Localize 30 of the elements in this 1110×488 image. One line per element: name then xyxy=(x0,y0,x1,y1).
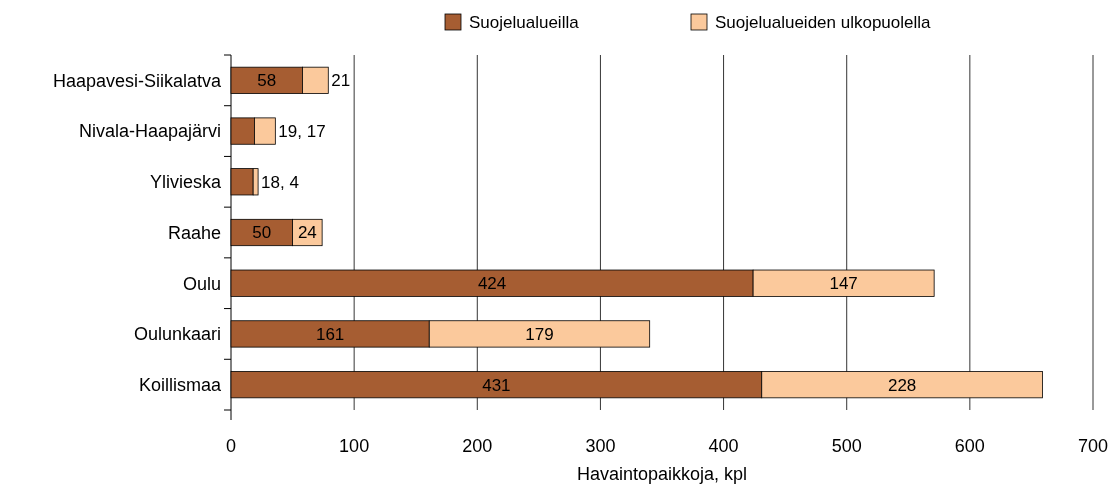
annotation: 18, 4 xyxy=(261,172,299,192)
data-label: 424 xyxy=(477,274,507,294)
legend-label: Suojelualueiden ulkopuolella xyxy=(715,12,932,32)
x-tick-label: 400 xyxy=(708,436,739,456)
x-tick-label: 300 xyxy=(585,436,616,456)
x-tick-label: 100 xyxy=(339,436,370,456)
y-tick-label: Koillismaa xyxy=(138,374,222,395)
x-tick-label: 600 xyxy=(954,436,985,456)
y-tick-label: Haapavesi-Siikalatva xyxy=(52,70,222,91)
data-label: 431 xyxy=(482,375,511,395)
y-tick-label: Nivala-Haapajärvi xyxy=(78,121,221,142)
data-label: 161 xyxy=(315,324,345,344)
annotation: 19, 17 xyxy=(278,122,326,142)
data-label: 179 xyxy=(525,324,554,344)
x-axis-title: Havaintopaikkoja, kpl xyxy=(576,464,748,484)
data-label: 21 xyxy=(331,71,351,91)
y-tick-label: Oulunkaari xyxy=(133,324,221,345)
data-label: 24 xyxy=(297,223,317,243)
y-tick-label: Raahe xyxy=(167,222,221,243)
data-label: 58 xyxy=(257,71,277,91)
data-label: 50 xyxy=(252,223,272,243)
x-tick-label: 0 xyxy=(225,436,237,456)
y-tick-label: Oulu xyxy=(182,273,221,294)
x-tick-label: 200 xyxy=(462,436,493,456)
x-tick-label: 700 xyxy=(1077,436,1109,456)
x-tick-label: 500 xyxy=(831,436,862,456)
data-label: 147 xyxy=(829,274,858,294)
data-label: 228 xyxy=(887,375,917,395)
legend-label: Suojelualueilla xyxy=(469,12,580,32)
y-tick-label: Ylivieska xyxy=(149,172,222,193)
